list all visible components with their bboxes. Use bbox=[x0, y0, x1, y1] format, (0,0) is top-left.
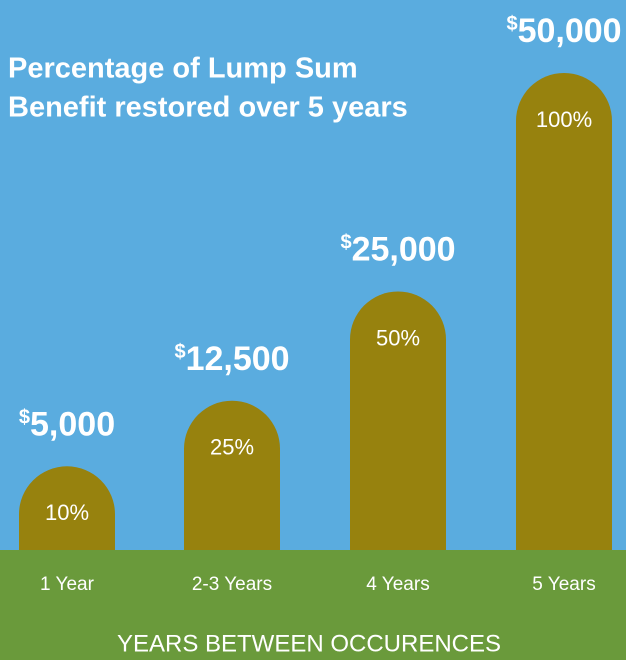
x-tick-label: 1 Year bbox=[40, 574, 95, 595]
bar bbox=[350, 291, 446, 550]
percent-label: 100% bbox=[536, 107, 592, 132]
amount-label: $25,000 bbox=[340, 230, 455, 268]
x-tick-label: 5 Years bbox=[532, 574, 595, 595]
percent-label: 10% bbox=[45, 500, 89, 525]
bar bbox=[19, 466, 115, 550]
x-axis-title: YEARS BETWEEN OCCURENCES bbox=[117, 630, 501, 657]
amount-label: $5,000 bbox=[19, 405, 115, 443]
x-tick-label: 2-3 Years bbox=[192, 574, 272, 595]
bar bbox=[184, 400, 280, 550]
ground-background bbox=[0, 550, 626, 660]
bar bbox=[516, 73, 612, 550]
percent-label: 50% bbox=[376, 325, 420, 350]
chart-title-line: Percentage of Lump Sum bbox=[8, 53, 358, 85]
amount-label: $12,500 bbox=[174, 340, 289, 378]
x-tick-label: 4 Years bbox=[366, 574, 429, 595]
chart-title-line: Benefit restored over 5 years bbox=[8, 92, 408, 124]
percent-label: 25% bbox=[210, 435, 254, 460]
amount-label: $50,000 bbox=[506, 12, 621, 50]
